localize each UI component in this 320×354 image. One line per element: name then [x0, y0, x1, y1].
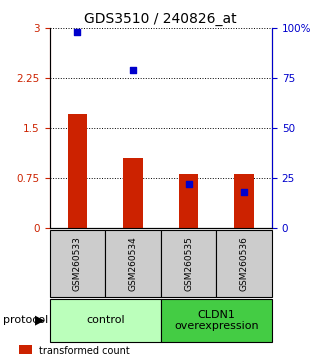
- Text: GSM260534: GSM260534: [129, 236, 138, 291]
- Text: CLDN1
overexpression: CLDN1 overexpression: [174, 309, 259, 331]
- Bar: [50, 299, 161, 342]
- Text: GDS3510 / 240826_at: GDS3510 / 240826_at: [84, 12, 236, 27]
- Bar: [105, 230, 161, 297]
- Bar: [179, 174, 198, 228]
- Bar: [235, 174, 254, 228]
- Bar: [161, 230, 216, 297]
- Bar: [68, 114, 87, 228]
- Text: control: control: [86, 315, 124, 325]
- Text: GSM260533: GSM260533: [73, 236, 82, 291]
- Bar: [19, 346, 32, 354]
- Point: [131, 68, 136, 73]
- Text: GSM260535: GSM260535: [184, 236, 193, 291]
- Text: GSM260536: GSM260536: [240, 236, 249, 291]
- Text: ▶: ▶: [35, 314, 45, 327]
- Bar: [50, 230, 105, 297]
- Point: [186, 182, 191, 187]
- Bar: [161, 299, 272, 342]
- Bar: [123, 158, 143, 228]
- Point: [242, 189, 247, 195]
- Point: [75, 29, 80, 35]
- Text: protocol: protocol: [3, 315, 48, 325]
- Bar: [216, 230, 272, 297]
- Text: transformed count: transformed count: [39, 346, 130, 354]
